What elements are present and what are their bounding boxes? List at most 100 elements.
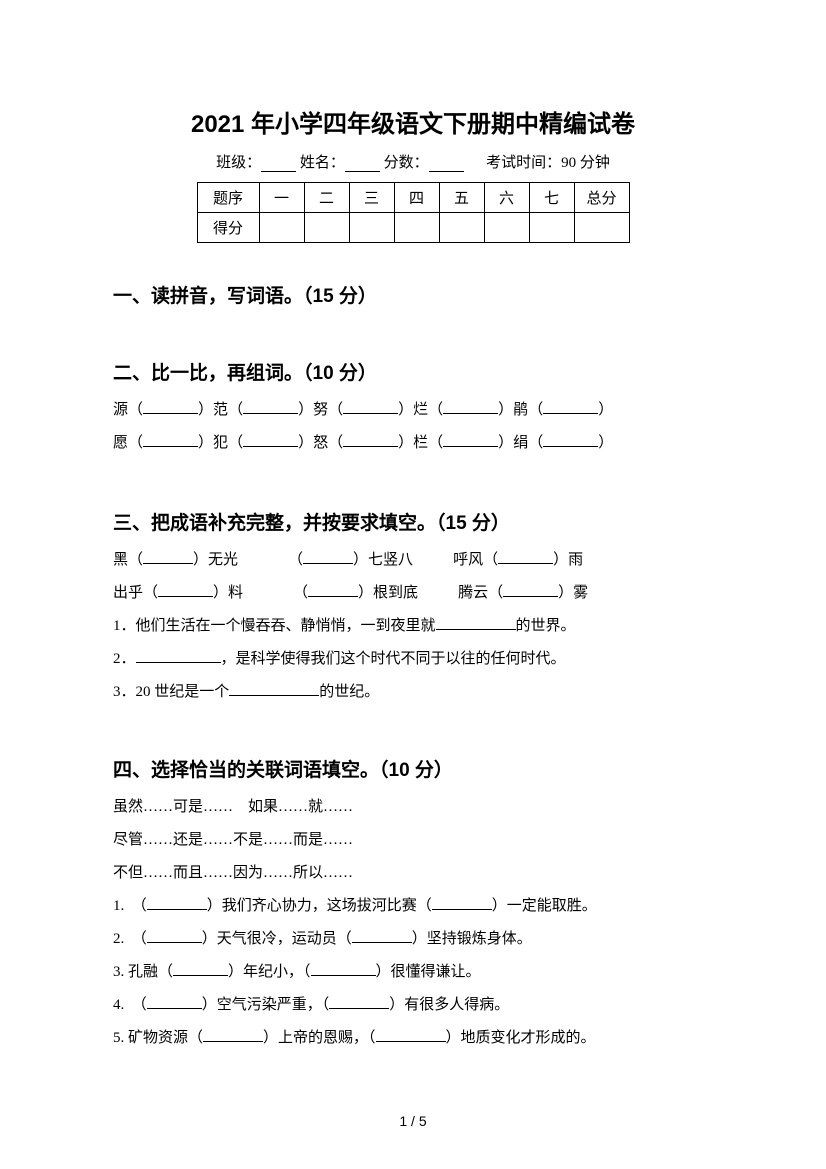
blank[interactable] (329, 994, 389, 1009)
text: 的世界。 (516, 618, 576, 634)
col-cell: 二 (304, 183, 349, 213)
blank[interactable] (436, 615, 516, 630)
blank[interactable] (173, 961, 228, 976)
text: ）一定能取胜。 (492, 898, 597, 914)
blank[interactable] (543, 432, 598, 447)
conj-pairs: 虽然……可是…… 如果……就…… (113, 792, 713, 822)
question-line: 1．他们生活在一个慢吞吞、静悄悄，一到夜里就 的世界。 (113, 611, 713, 641)
blank[interactable] (147, 994, 202, 1009)
char: 绢 (513, 435, 528, 451)
row-header: 得分 (197, 213, 259, 243)
section-title: 二、比一比，再组词。（10 分） (113, 358, 713, 385)
text: 1. （ (113, 898, 147, 914)
blank[interactable] (443, 399, 498, 414)
table-row: 得分 (197, 213, 629, 243)
blank[interactable] (136, 648, 221, 663)
char: 栏 (413, 435, 428, 451)
blank[interactable] (352, 928, 412, 943)
score-cell[interactable] (439, 213, 484, 243)
char: 努 (313, 402, 328, 418)
col-cell: 总分 (574, 183, 629, 213)
text: 3. 孔融（ (113, 964, 173, 980)
text: 5. 矿物资源（ (113, 1030, 203, 1046)
blank[interactable] (229, 681, 319, 696)
conj-pairs: 尽管……还是……不是……而是…… (113, 825, 713, 855)
text: 出乎（ (113, 585, 158, 601)
text: 腾云（ (458, 585, 503, 601)
blank[interactable] (143, 549, 193, 564)
blank[interactable] (503, 582, 558, 597)
blank[interactable] (432, 895, 492, 910)
blank[interactable] (343, 432, 398, 447)
info-line: 班级： 姓名： 分数： 考试时间：90 分钟 (113, 151, 713, 172)
char: 愿 (113, 435, 128, 451)
score-cell[interactable] (484, 213, 529, 243)
score-cell[interactable] (259, 213, 304, 243)
col-cell: 一 (259, 183, 304, 213)
score-blank[interactable] (429, 157, 464, 172)
char: 鹃 (513, 402, 528, 418)
conj-pairs: 不但……而且……因为……所以…… (113, 858, 713, 888)
col-cell: 三 (349, 183, 394, 213)
text: ）坚持锻炼身体。 (412, 931, 532, 947)
question-line: 4. （）空气污染严重，（）有很多人得病。 (113, 990, 713, 1020)
blank[interactable] (543, 399, 598, 414)
blank[interactable] (311, 961, 376, 976)
text: （ (288, 552, 303, 568)
exam-time: 考试时间：90 分钟 (486, 155, 610, 171)
section-1: 一、读拼音，写词语。（15 分） (113, 281, 713, 308)
blank[interactable] (376, 1027, 446, 1042)
text: 2． (113, 651, 136, 667)
text: ）无光 (193, 552, 238, 568)
col-cell: 五 (439, 183, 484, 213)
class-label: 班级： (216, 155, 261, 171)
score-cell[interactable] (394, 213, 439, 243)
text: ）年纪小，（ (228, 964, 311, 980)
blank[interactable] (203, 1027, 263, 1042)
char: 犯 (213, 435, 228, 451)
class-blank[interactable] (261, 157, 296, 172)
name-label: 姓名： (300, 155, 345, 171)
section-3: 三、把成语补充完整，并按要求填空。（15 分） 黑（）无光（）七竖八呼风（）雨 … (113, 508, 713, 707)
text: 3．20 世纪是一个 (113, 684, 229, 700)
blank[interactable] (158, 582, 213, 597)
page-number: 1 / 5 (0, 1113, 826, 1129)
text: 呼风（ (453, 552, 498, 568)
blank[interactable] (498, 549, 553, 564)
blank[interactable] (443, 432, 498, 447)
text: 4. （ (113, 997, 147, 1013)
blank[interactable] (143, 399, 198, 414)
name-blank[interactable] (345, 157, 380, 172)
blank[interactable] (147, 928, 202, 943)
blank[interactable] (243, 432, 298, 447)
section-title: 四、选择恰当的关联词语填空。（10 分） (113, 755, 713, 782)
row-header: 题序 (197, 183, 259, 213)
blank[interactable] (147, 895, 207, 910)
section-title: 三、把成语补充完整，并按要求填空。（15 分） (113, 508, 713, 535)
text: （ (293, 585, 308, 601)
text: ）雾 (558, 585, 588, 601)
blank[interactable] (303, 549, 353, 564)
text: ）很懂得谦让。 (376, 964, 481, 980)
blank[interactable] (343, 399, 398, 414)
text: ）有很多人得病。 (389, 997, 509, 1013)
question-line: 2. （）天气很冷，运动员（）坚持锻炼身体。 (113, 924, 713, 954)
score-cell[interactable] (349, 213, 394, 243)
idiom-line: 黑（）无光（）七竖八呼风（）雨 (113, 545, 713, 575)
blank[interactable] (143, 432, 198, 447)
text: ）七竖八 (353, 552, 413, 568)
char: 源 (113, 402, 128, 418)
section-2: 二、比一比，再组词。（10 分） 源（）范（）努（）烂（）鹃（） 愿（）犯（）怒… (113, 358, 713, 458)
score-cell[interactable] (304, 213, 349, 243)
text: 的世纪。 (319, 684, 379, 700)
blank[interactable] (243, 399, 298, 414)
score-cell[interactable] (574, 213, 629, 243)
text: ）天气很冷，运动员（ (202, 931, 352, 947)
col-cell: 四 (394, 183, 439, 213)
text: 1．他们生活在一个慢吞吞、静悄悄，一到夜里就 (113, 618, 436, 634)
blank[interactable] (308, 582, 358, 597)
text: ）我们齐心协力，这场拔河比赛（ (207, 898, 432, 914)
score-cell[interactable] (529, 213, 574, 243)
section-title: 一、读拼音，写词语。（15 分） (113, 281, 713, 308)
question-line: 3．20 世纪是一个 的世纪。 (113, 677, 713, 707)
